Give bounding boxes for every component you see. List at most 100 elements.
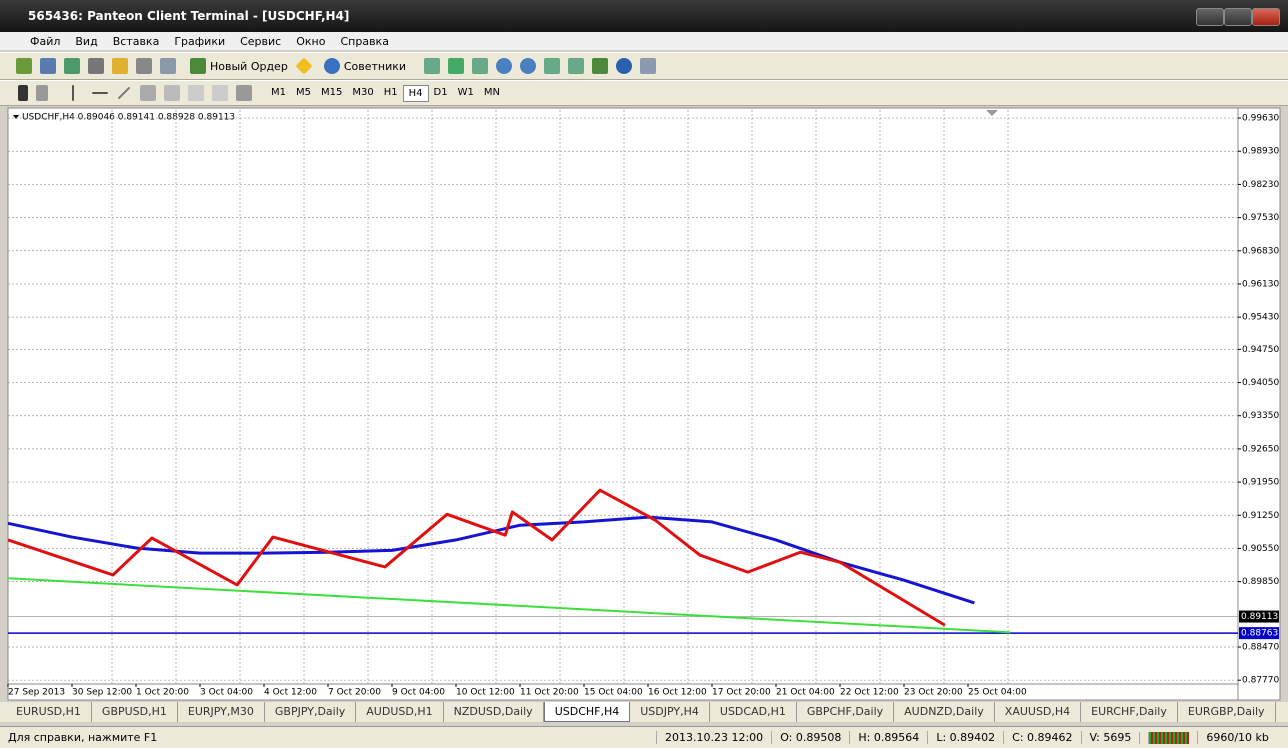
status-traffic: 6960/10 kb — [1197, 731, 1277, 744]
chart-tab[interactable]: EURJPY,M30 — [178, 702, 265, 722]
y-tick-label: 0.94750 — [1242, 345, 1279, 355]
y-tick-label: 0.89850 — [1242, 577, 1279, 587]
menu-item[interactable]: Сервис — [240, 34, 282, 48]
x-tick-label: 1 Oct 20:00 — [136, 688, 189, 698]
status-open: O: 0.89508 — [771, 731, 849, 744]
horizontal-line-tool[interactable] — [92, 92, 108, 94]
chart-menu-arrow — [13, 115, 19, 119]
templates-button[interactable] — [640, 58, 657, 74]
menu-item[interactable]: Файл — [30, 34, 61, 48]
x-tick-label: 7 Oct 20:00 — [328, 688, 381, 698]
menu-item[interactable]: Справка — [340, 34, 389, 48]
new-chart-button[interactable] — [16, 58, 32, 74]
menu-item[interactable]: Вставка — [112, 34, 160, 48]
timeframe-button[interactable]: W1 — [457, 86, 474, 98]
chart-tab[interactable]: EURCHF,Daily — [1081, 702, 1178, 722]
x-tick-label: 16 Oct 12:00 — [648, 688, 707, 698]
chart-tab[interactable]: USDCHF,H4 — [543, 702, 631, 722]
timeframe-button[interactable]: M1 — [271, 86, 286, 98]
fibo-tool[interactable] — [164, 85, 180, 101]
y-tick-label: 0.92650 — [1242, 444, 1279, 454]
timeframe-button[interactable]: M5 — [296, 86, 311, 98]
cursor-tool[interactable] — [18, 85, 28, 101]
y-tick-label: 0.95430 — [1242, 313, 1279, 323]
terminal-button[interactable] — [136, 58, 152, 74]
chart-tab[interactable]: XAUUSD,H4 — [995, 702, 1082, 722]
experts-label: Советники — [343, 59, 407, 73]
timeframe-button[interactable]: MN — [483, 86, 500, 98]
navigator-button[interactable] — [112, 58, 128, 74]
chart-tab[interactable]: AUDUSD,H1 — [356, 702, 444, 722]
minimize-button[interactable] — [1196, 8, 1224, 26]
close-button[interactable] — [1252, 8, 1280, 26]
zoom-in-button[interactable] — [496, 58, 513, 74]
new-order-button[interactable]: Новый Ордер — [186, 58, 288, 74]
series-line — [7, 577, 1011, 634]
y-tick-label: 0.97530 — [1242, 213, 1279, 223]
menu-item[interactable]: Графики — [174, 34, 226, 48]
label-tool[interactable] — [212, 85, 228, 101]
market-watch-button[interactable] — [64, 58, 80, 74]
y-tick-label: 0.88470 — [1242, 643, 1279, 653]
y-tick-label: 0.91250 — [1242, 511, 1279, 521]
autoscroll-button[interactable] — [544, 58, 561, 74]
timeframe-button[interactable]: H1 — [383, 86, 398, 98]
line-chart-button[interactable] — [472, 58, 489, 74]
timeframe-button[interactable]: H4 — [402, 84, 429, 102]
vertical-line-tool[interactable] — [72, 85, 74, 101]
y-tick-label: 0.96830 — [1242, 246, 1279, 256]
periods-button[interactable] — [616, 58, 633, 74]
chart-tab[interactable]: USDJPY,H4 — [630, 702, 710, 722]
indicators-button[interactable] — [592, 58, 609, 74]
y-tick-label: 0.98930 — [1242, 147, 1279, 157]
tester-button[interactable] — [160, 58, 176, 74]
x-tick-label: 21 Oct 04:00 — [776, 688, 835, 698]
timeframe-button[interactable]: D1 — [433, 86, 448, 98]
y-tick-label: 0.87770 — [1242, 676, 1279, 686]
menu-item[interactable]: Окно — [296, 34, 326, 48]
series-line — [7, 515, 975, 605]
y-tick-label: 0.96130 — [1242, 279, 1279, 289]
status-bar: Для справки, нажмите F1 2013.10.23 12:00… — [0, 726, 1288, 748]
crosshair-tool[interactable] — [36, 85, 48, 101]
maximize-button[interactable] — [1224, 8, 1252, 26]
shift-marker — [986, 110, 998, 116]
chart-title: USDCHF,H4 0.89046 0.89141 0.88928 0.8911… — [22, 113, 235, 123]
chart-tab[interactable]: EURUSD,H1 — [6, 702, 92, 722]
y-tick-label: 0.98230 — [1242, 180, 1279, 190]
toolbar-standard: Новый Ордер Советники — [0, 52, 1288, 80]
data-window-button[interactable] — [88, 58, 104, 74]
arrows-tool[interactable] — [236, 85, 252, 101]
chart-tab[interactable]: NZDUSD,Daily — [444, 702, 544, 722]
chart-shift-button[interactable] — [568, 58, 585, 74]
candles-button[interactable] — [448, 58, 465, 74]
status-volume: V: 5695 — [1080, 731, 1140, 744]
x-tick-label: 9 Oct 04:00 — [392, 688, 445, 698]
x-tick-label: 3 Oct 04:00 — [200, 688, 253, 698]
bid-label: 0.89113 — [1241, 612, 1278, 622]
x-tick-label: 30 Sep 12:00 — [72, 688, 132, 698]
bid-label-bg — [1239, 610, 1279, 623]
chart-tab[interactable]: USDCAD,H1 — [710, 702, 797, 722]
experts-button[interactable]: Советники — [320, 58, 406, 74]
text-tool[interactable] — [188, 85, 204, 101]
connection-indicator — [1139, 731, 1197, 744]
timeframe-button[interactable]: M30 — [352, 86, 374, 98]
level-label-bg — [1239, 627, 1279, 640]
chart-tab[interactable]: AUDNZD,Daily — [894, 702, 995, 722]
toolbar-line-studies: M1 M5 M15 M30 H1 H4 D1 W1 MN — [0, 80, 1288, 106]
chart-tab[interactable]: GBPJPY,Daily — [265, 702, 357, 722]
zoom-out-button[interactable] — [520, 58, 537, 74]
profiles-button[interactable] — [40, 58, 56, 74]
menu-item[interactable]: Вид — [75, 34, 98, 48]
status-datetime: 2013.10.23 12:00 — [656, 731, 771, 744]
bar-chart-button[interactable] — [424, 58, 441, 74]
channel-tool[interactable] — [140, 85, 156, 101]
y-tick-label: 0.99630 — [1242, 114, 1279, 124]
timeframe-button[interactable]: M15 — [321, 86, 343, 98]
chart-tab[interactable]: EURGBP,Daily — [1178, 702, 1276, 722]
y-tick-label: 0.94050 — [1242, 378, 1279, 388]
chart-tab[interactable]: GBPUSD,H1 — [92, 702, 178, 722]
chart-tab[interactable]: GBPCHF,Daily — [797, 702, 895, 722]
time-axis — [7, 683, 1239, 701]
